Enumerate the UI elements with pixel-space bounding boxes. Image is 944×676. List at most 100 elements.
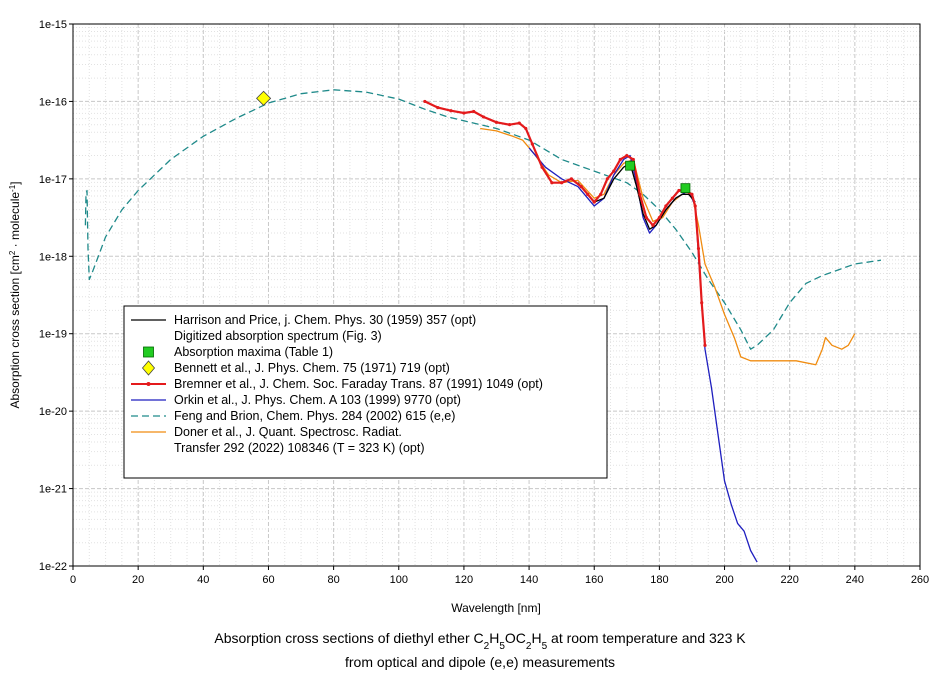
x-tick-label: 40 bbox=[197, 574, 209, 586]
x-tick-label: 160 bbox=[585, 574, 603, 586]
x-tick-label: 120 bbox=[455, 574, 473, 586]
title-formula-sub: 5 bbox=[499, 641, 505, 652]
series-point bbox=[599, 192, 603, 196]
x-tick-label: 100 bbox=[390, 574, 408, 586]
title-text: Absorption cross sections of diethyl eth… bbox=[214, 630, 483, 646]
series-point bbox=[507, 123, 512, 127]
chart-title-line2: from optical and dipole (e,e) measuremen… bbox=[345, 654, 615, 670]
series-point bbox=[472, 109, 476, 114]
series-point bbox=[517, 121, 521, 125]
series-point bbox=[631, 157, 635, 162]
plot-frame bbox=[72, 23, 921, 567]
x-axis-label: Wavelength [nm] bbox=[451, 601, 541, 615]
series-point bbox=[605, 177, 609, 181]
series-point bbox=[423, 99, 427, 104]
legend-label: Absorption maxima (Table 1) bbox=[174, 345, 333, 359]
series-point bbox=[436, 106, 440, 110]
series-point bbox=[690, 192, 694, 196]
legend-swatch-dot bbox=[146, 382, 151, 386]
y-tick-label: 1e-21 bbox=[39, 484, 67, 496]
series-point bbox=[612, 169, 616, 173]
x-tick-label: 60 bbox=[262, 574, 274, 586]
title-formula-sub: 2 bbox=[484, 641, 490, 652]
grid bbox=[72, 24, 921, 567]
x-tick-label: 140 bbox=[520, 574, 538, 586]
series-point bbox=[664, 204, 668, 208]
legend-label: Bennett et al., J. Phys. Chem. 75 (1971)… bbox=[174, 361, 450, 375]
y-tick-label: 1e-22 bbox=[39, 561, 67, 573]
series-point bbox=[670, 196, 675, 200]
y-tick-label: 1e-15 bbox=[39, 19, 67, 31]
x-tick-label: 260 bbox=[911, 574, 929, 586]
title-text: at room temperature and 323 K bbox=[547, 630, 746, 646]
legend-box bbox=[123, 305, 608, 479]
legend-entry: Harrison and Price, j. Chem. Phys. 30 (1… bbox=[131, 313, 476, 343]
y-axis-label: Absorption cross section [cm2 · molecule… bbox=[8, 181, 23, 408]
x-tick-label: 20 bbox=[132, 574, 144, 586]
title-formula: OC bbox=[505, 630, 526, 646]
legend-entry: Absorption maxima (Table 1) bbox=[143, 345, 333, 359]
series-point bbox=[638, 192, 642, 196]
series-line bbox=[577, 162, 696, 230]
y-tick-label: 1e-17 bbox=[39, 174, 67, 186]
x-tick-label: 80 bbox=[327, 574, 339, 586]
title-formula-sub: 5 bbox=[542, 641, 548, 652]
legend-entry: Feng and Brion, Chem. Phys. 284 (2002) 6… bbox=[131, 409, 455, 423]
marker-layer bbox=[256, 90, 691, 194]
x-ticks: 0 20 40 60 80 100 120 140 160 180 200 220 240 260 bbox=[70, 566, 929, 586]
series-point bbox=[592, 200, 596, 204]
series-point bbox=[657, 215, 661, 220]
legend-entry: Bennett et al., J. Phys. Chem. 75 (1971)… bbox=[141, 360, 450, 376]
y-tick-label: 1e-16 bbox=[39, 96, 67, 108]
series-point bbox=[693, 204, 697, 208]
title-formula-sub: 2 bbox=[526, 641, 532, 652]
series-point bbox=[651, 223, 655, 227]
legend-label: Doner et al., J. Quant. Spectrosc. Radia… bbox=[174, 425, 402, 439]
series-point bbox=[530, 142, 534, 146]
legend-swatch bbox=[141, 360, 156, 376]
x-tick-label: 220 bbox=[781, 574, 799, 586]
y-tick-label: 1e-19 bbox=[39, 329, 67, 341]
title-formula: H bbox=[531, 630, 541, 646]
series-point bbox=[625, 154, 629, 158]
legend: Harrison and Price, j. Chem. Phys. 30 (1… bbox=[123, 305, 608, 479]
legend-entry: Orkin et al., J. Phys. Chem. A 103 (1999… bbox=[131, 393, 461, 407]
series-point bbox=[696, 246, 701, 251]
legend-label-cont: Digitized absorption spectrum (Fig. 3) bbox=[174, 329, 382, 343]
x-tick-label: 0 bbox=[70, 574, 76, 586]
series-point bbox=[462, 111, 466, 115]
series-point bbox=[449, 109, 453, 113]
legend-label: Harrison and Price, j. Chem. Phys. 30 (1… bbox=[174, 313, 476, 327]
x-tick-label: 240 bbox=[846, 574, 864, 586]
series-point bbox=[618, 157, 622, 162]
series-point bbox=[703, 343, 707, 347]
series-line bbox=[84, 89, 881, 350]
maxima-marker bbox=[680, 183, 691, 194]
legend-entry: Bremner et al., J. Chem. Soc. Faraday Tr… bbox=[131, 377, 543, 391]
legend-label-cont: Transfer 292 (2022) 108346 (T = 323 K) (… bbox=[174, 441, 425, 455]
series-point bbox=[481, 115, 486, 119]
series-point bbox=[560, 181, 564, 185]
chart-title-line1: Absorption cross sections of diethyl eth… bbox=[214, 630, 746, 652]
series-point bbox=[700, 301, 704, 305]
x-tick-label: 180 bbox=[650, 574, 668, 586]
legend-label: Bremner et al., J. Chem. Soc. Faraday Tr… bbox=[174, 377, 543, 391]
legend-label: Feng and Brion, Chem. Phys. 284 (2002) 6… bbox=[174, 409, 455, 423]
series-point bbox=[644, 215, 648, 220]
x-tick-label: 200 bbox=[715, 574, 733, 586]
legend-label: Orkin et al., J. Phys. Chem. A 103 (1999… bbox=[174, 393, 461, 407]
series-point bbox=[569, 177, 574, 181]
y-tick-label: 1e-18 bbox=[39, 251, 67, 263]
y-ticks: 1e-22 1e-21 1e-20 1e-19 1e-18 1e-17 1e-16 1e-15 bbox=[39, 19, 73, 573]
series-point bbox=[550, 181, 554, 185]
maxima-marker bbox=[625, 160, 635, 171]
y-tick-label: 1e-20 bbox=[39, 406, 67, 418]
series-point bbox=[579, 185, 583, 189]
series-point bbox=[540, 165, 544, 169]
legend-swatch bbox=[143, 346, 154, 358]
series-point bbox=[586, 192, 590, 196]
series-layer bbox=[84, 89, 881, 563]
series-point bbox=[524, 126, 528, 131]
legend-entry: Doner et al., J. Quant. Spectrosc. Radia… bbox=[131, 425, 425, 455]
